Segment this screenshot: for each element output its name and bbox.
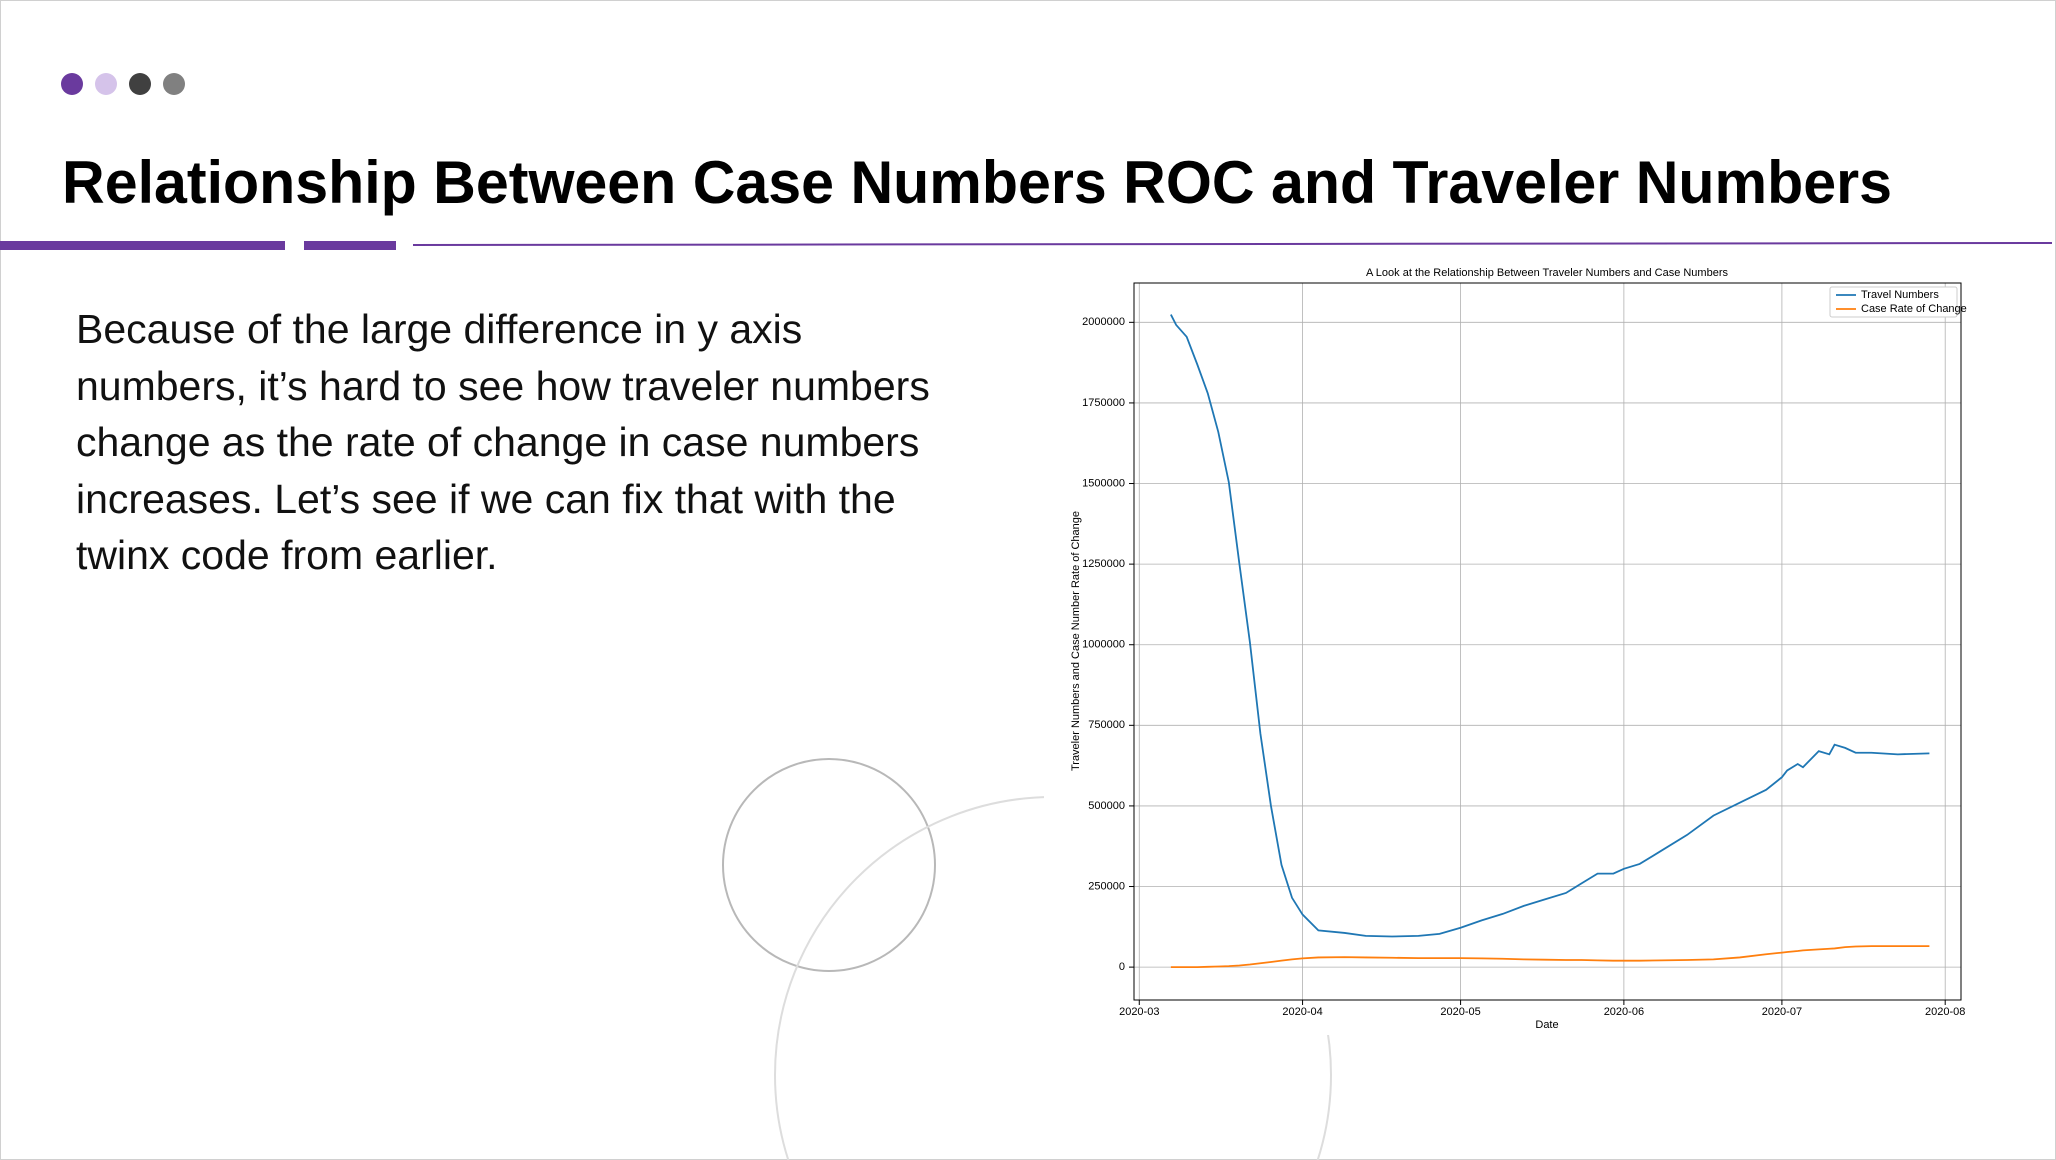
deco-circle	[722, 758, 936, 972]
dot	[129, 73, 151, 95]
legend-label: Travel Numbers	[1861, 289, 1939, 301]
x-tick-label: 2020-06	[1604, 1006, 1644, 1018]
chart-title: A Look at the Relationship Between Trave…	[1366, 267, 1728, 279]
y-tick-label: 2000000	[1082, 316, 1125, 328]
y-tick-label: 500000	[1088, 800, 1125, 812]
body-line: Because of the large difference in y axi…	[76, 306, 802, 352]
y-tick-label: 1500000	[1082, 477, 1125, 489]
x-axis-label: Date	[1535, 1019, 1558, 1031]
body-line: numbers, it’s hard to see how traveler n…	[76, 363, 930, 409]
series-line	[1170, 314, 1930, 938]
y-tick-label: 0	[1119, 961, 1125, 973]
body-text: Because of the large difference in y axi…	[76, 306, 930, 578]
plot-frame	[1133, 282, 1962, 1001]
legend-box	[1829, 286, 1958, 318]
slide-title: Relationship Between Case Numbers ROC an…	[62, 149, 1892, 216]
accent-bar	[304, 241, 396, 250]
x-tick-label: 2020-03	[1119, 1006, 1159, 1018]
x-tick-label: 2020-05	[1440, 1006, 1480, 1018]
dot	[163, 73, 185, 95]
y-tick-label: 250000	[1088, 880, 1125, 892]
y-tick-label: 1000000	[1082, 639, 1125, 651]
x-tick-label: 2020-07	[1762, 1006, 1802, 1018]
body-line: twinx code from earlier.	[76, 532, 498, 578]
y-tick-label: 1750000	[1082, 397, 1125, 409]
dot	[61, 73, 83, 95]
y-tick-label: 1250000	[1082, 558, 1125, 570]
accent-line	[412, 242, 2053, 246]
body-line: change as the rate of change in case num…	[76, 419, 919, 465]
x-tick-label: 2020-04	[1282, 1006, 1322, 1018]
dot	[95, 73, 117, 95]
y-axis-label: Traveler Numbers and Case Number Rate of…	[1070, 511, 1082, 771]
x-tick-label: 2020-08	[1925, 1006, 1965, 1018]
body-line: increases. Let’s see if we can fix that …	[76, 476, 896, 522]
legend-label: Case Rate of Change	[1861, 303, 1967, 315]
y-tick-label: 750000	[1088, 719, 1125, 731]
series-line	[1170, 945, 1930, 969]
chart: A Look at the Relationship Between Trave…	[1070, 267, 1967, 1031]
accent-bar	[0, 241, 285, 250]
